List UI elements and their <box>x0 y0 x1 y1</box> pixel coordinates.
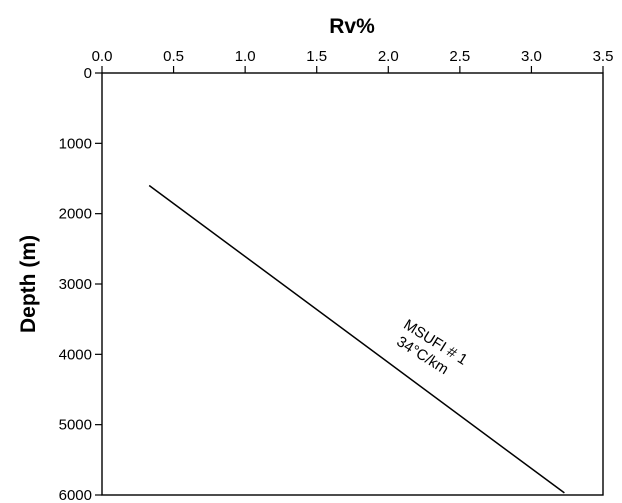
y-axis-ticks: 0 1000 2000 3000 4000 5000 6000 <box>59 65 102 503</box>
x-tick-label: 2.0 <box>378 48 399 65</box>
y-tick-label: 3000 <box>59 276 92 293</box>
y-tick-label: 4000 <box>59 346 92 363</box>
x-axis-title: Rv% <box>329 15 375 38</box>
x-tick-label: 0.5 <box>163 48 184 65</box>
y-tick-label: 1000 <box>59 135 92 152</box>
y-tick-label: 5000 <box>59 417 92 434</box>
x-tick-label: 3.5 <box>593 48 614 65</box>
x-tick-label: 3.0 <box>521 48 542 65</box>
plot-frame <box>101 72 604 496</box>
x-tick-label: 1.0 <box>235 48 256 65</box>
x-tick-label: 0.0 <box>92 48 113 65</box>
y-tick-label: 2000 <box>59 206 92 223</box>
series-line-msufi-1 <box>148 184 565 494</box>
y-axis-title: Depth (m) <box>17 235 40 333</box>
y-tick-label: 0 <box>84 65 92 82</box>
x-tick-label: 1.5 <box>306 48 327 65</box>
y-tick-label: 6000 <box>59 487 92 503</box>
series-layer <box>148 184 565 494</box>
x-axis-ticks: 0.0 0.5 1.0 1.5 2.0 2.5 3.0 3.5 <box>92 48 614 73</box>
x-tick-label: 2.5 <box>449 48 470 65</box>
